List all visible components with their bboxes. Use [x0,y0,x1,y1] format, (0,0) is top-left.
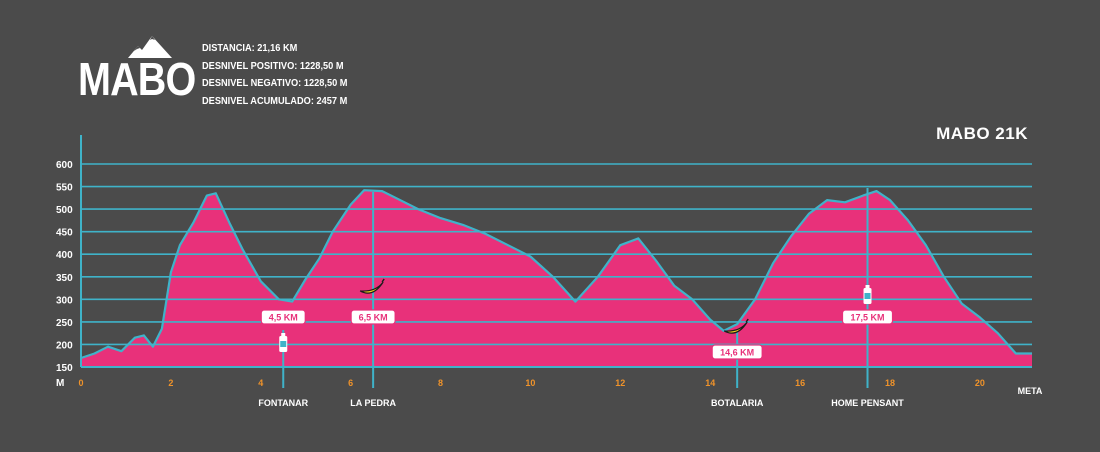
y-tick-label: 500 [56,205,73,216]
y-tick-label: 350 [56,273,73,284]
race-stats: DISTANCIA: 21,16 KM DESNIVEL POSITIVO: 1… [202,40,348,110]
km-badge-label: 17,5 KM [850,313,884,323]
y-tick-label: 150 [56,363,73,374]
y-tick-label: 550 [56,183,73,194]
y-tick-label: 400 [56,250,73,261]
x-tick-label: 4 [258,378,263,388]
banana-icon [723,318,749,334]
x-tick-label: 0 [78,378,83,388]
y-axis-label: M [56,378,64,389]
location-label: HOME PENSANT [831,398,904,408]
x-tick-label: 8 [438,378,443,388]
location-label: FONTANAR [258,398,308,408]
location-label: BOTALARIA [711,398,764,408]
km-badge [260,309,306,325]
mountain-logo-icon [128,36,172,58]
x-tick-label: 10 [525,378,535,388]
x-end-label: META [1018,386,1043,396]
water-bottle-icon [279,333,288,352]
x-tick-label: 12 [615,378,625,388]
km-badge-label: 6,5 KM [359,313,388,323]
y-tick-label: 250 [56,318,73,329]
banana-icon [359,278,385,294]
x-tick-label: 6 [348,378,353,388]
stat-accumulated-gain: DESNIVEL ACUMULADO: 2457 M [202,94,348,107]
km-badge [350,309,396,325]
x-tick-label: 16 [795,378,805,388]
logo: MABO [78,34,196,104]
km-badge-label: 4,5 KM [269,313,298,323]
x-tick-label: 14 [705,378,715,388]
stat-distance: DISTANCIA: 21,16 KM [202,42,298,54]
stat-positive-gain: DESNIVEL POSITIVO: 1228,50 M [202,59,344,72]
elevation-area [81,190,1032,367]
km-badge [711,344,763,360]
brand-name: MABO [78,53,196,105]
y-tick-label: 300 [56,295,73,306]
km-badge [841,309,894,325]
x-tick-label: 20 [975,378,985,388]
x-tick-label: 2 [168,378,173,388]
chart-title: MABO 21K [936,124,1028,143]
y-tick-label: 200 [56,340,73,351]
km-badge-label: 14,6 KM [720,348,754,358]
location-label: LA PEDRA [350,398,396,408]
x-tick-label: 18 [885,378,895,388]
y-tick-label: 450 [56,228,73,239]
y-tick-label: 600 [56,160,73,171]
stat-negative-gain: DESNIVEL NEGATIVO: 1228,50 M [202,77,348,89]
water-bottle-icon [863,285,872,304]
